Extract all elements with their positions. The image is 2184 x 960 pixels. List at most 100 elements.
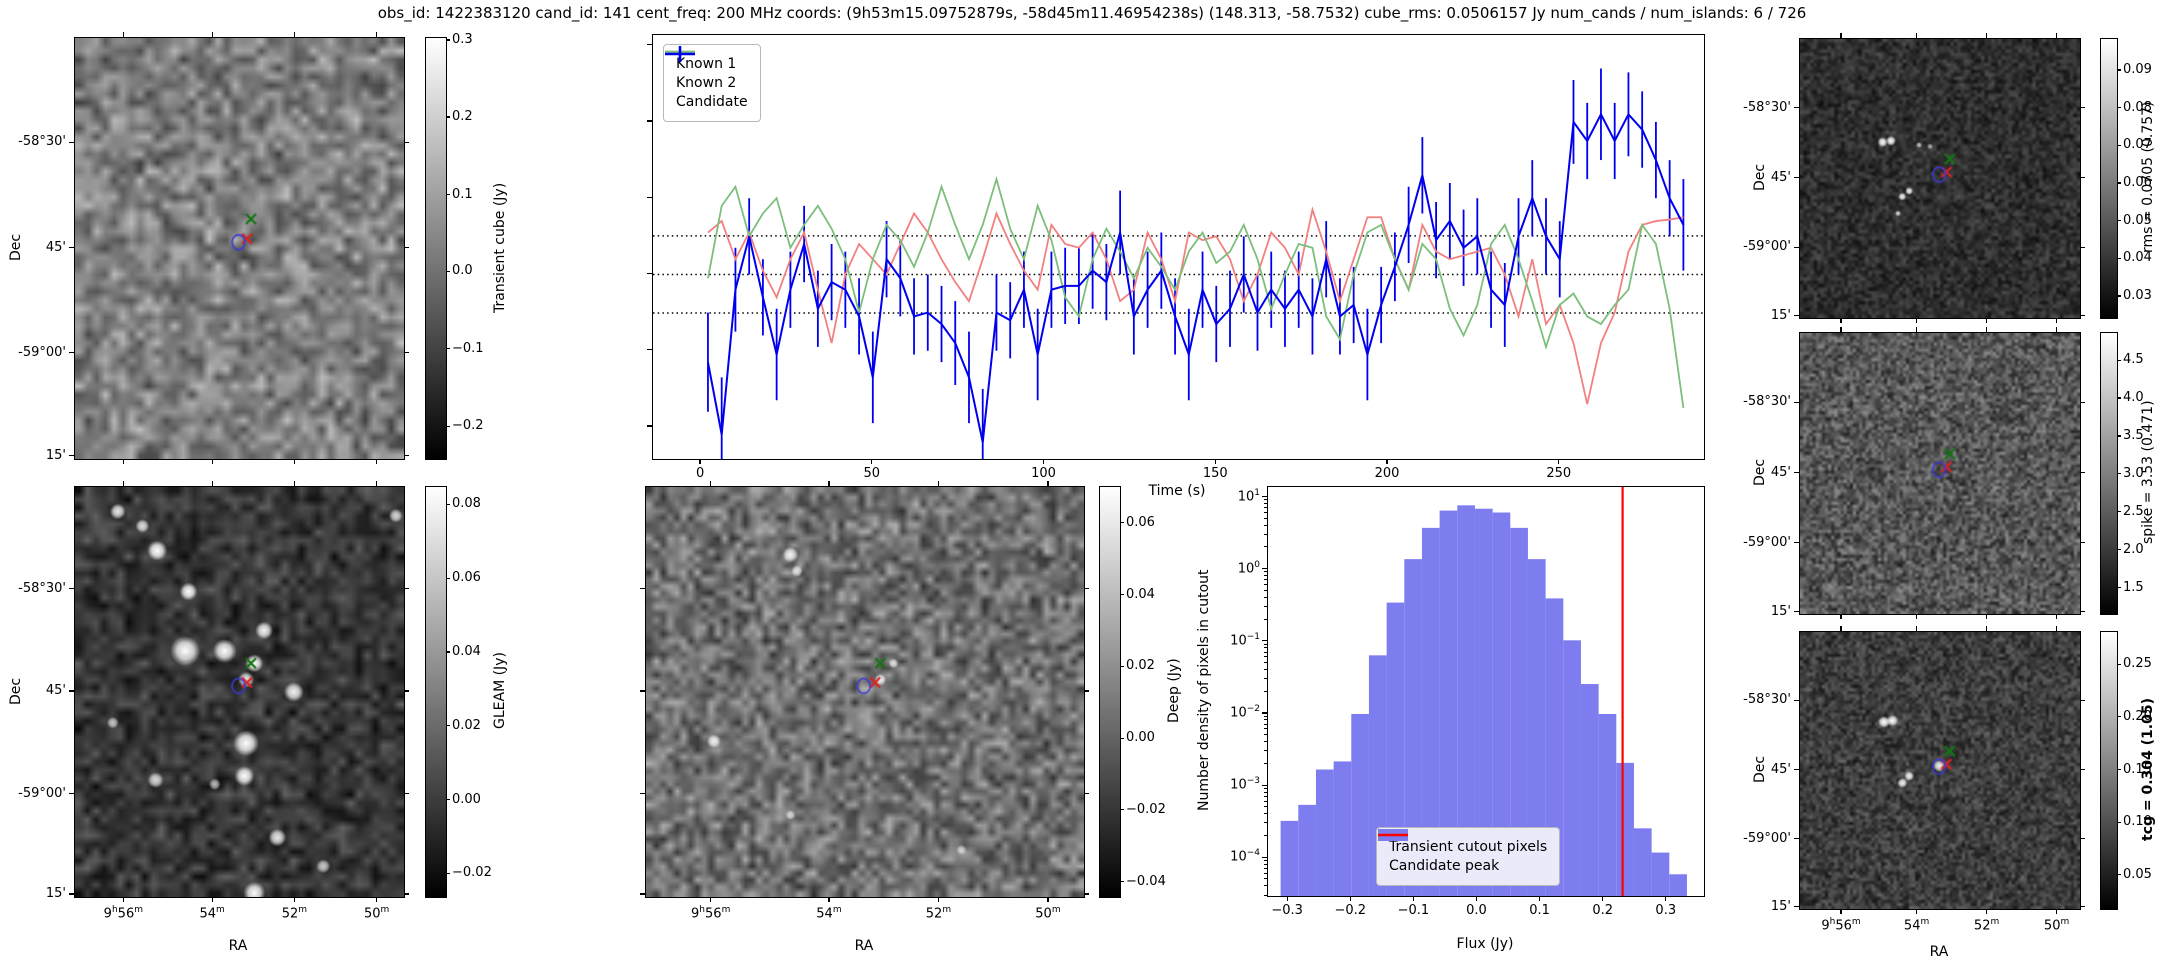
axis-minor-tick [1264, 750, 1267, 752]
colorbar-tick [2117, 768, 2121, 771]
colorbar-tick-label: 0.06 [452, 570, 481, 586]
axis-tick [2080, 107, 2085, 109]
axis-tick [1794, 315, 1799, 317]
candidate-peak-line-icon [1378, 833, 1408, 837]
panel-lightcurve: Known 1 Known 2 Candidate [652, 34, 1705, 460]
colorbar-tick-label: 0.09 [2123, 62, 2152, 78]
colorbar-tick [446, 577, 450, 579]
axis-minor-tick [1264, 885, 1267, 887]
axis-tick [293, 32, 296, 37]
time-tick-label: 250 [1546, 466, 1572, 481]
axis-tick [69, 587, 74, 590]
colorbar-tick [446, 725, 450, 727]
colorbar-tick [1120, 881, 1124, 883]
colorbar-tick [1120, 809, 1124, 811]
flux-tick-label: −0.2 [1334, 903, 1367, 918]
flux-tick-label: 0.2 [1592, 903, 1614, 918]
axis-tick [1794, 699, 1799, 701]
axis-tick [1916, 626, 1918, 631]
colorbar-tick-label: −0.02 [1126, 801, 1166, 817]
density-tick-label: 10−3 [1230, 776, 1260, 793]
colorbar-tick-label: 3.0 [2123, 465, 2144, 481]
dec-tick-label: -58°30' [1743, 692, 1791, 708]
flux-tick-label: −0.1 [1397, 903, 1430, 918]
axis-tick [376, 459, 378, 464]
axis-tick [1916, 318, 1918, 323]
colorbar-tick-label: 0.03 [2123, 288, 2152, 304]
colorbar-tick [2117, 257, 2121, 259]
axis-tick [1084, 893, 1089, 895]
axis-minor-tick [1264, 524, 1267, 526]
axis-tick [2056, 318, 2058, 323]
axis-tick [1916, 33, 1918, 38]
axis-tick [2080, 542, 2085, 544]
axis-tick [376, 897, 378, 902]
axis-tick [1084, 587, 1089, 590]
axis-tick [1986, 318, 1988, 323]
colorbar-tick [1120, 665, 1124, 667]
dec-tick-label: 45' [1770, 464, 1791, 480]
colorbar-tick-label: 0.04 [1126, 586, 1155, 602]
colorbar-tick [446, 194, 450, 196]
axis-tick [1042, 459, 1045, 464]
axis-tick [1794, 471, 1799, 474]
axis-tick [376, 32, 378, 37]
axis-tick [1558, 459, 1560, 464]
axis-tick [1214, 459, 1216, 464]
ra-tick-label: 50m [1035, 905, 1061, 922]
dec-tick-label: -58°30' [18, 134, 66, 150]
dec-tick-label: 45' [1770, 761, 1791, 777]
colorbar-tick [2117, 182, 2121, 184]
axis-tick [2056, 327, 2058, 332]
axis-minor-tick [1264, 618, 1267, 620]
axis-tick [69, 792, 74, 795]
ra-tick-label: 54m [1903, 917, 1930, 934]
lightcurve-plot [653, 68, 1704, 459]
axis-minor-tick [1264, 734, 1267, 736]
axis-tick [1262, 712, 1267, 714]
axis-tick [1794, 838, 1799, 840]
axis-tick [2080, 401, 2085, 403]
colorbar-tick [2117, 473, 2121, 475]
axis-tick [1916, 614, 1918, 619]
colorbar-tick-label: 0.06 [2123, 175, 2152, 191]
colorbar-tick [2117, 220, 2121, 222]
colorbar-tick [446, 425, 450, 427]
colorbar-tick-label: 0.10 [2123, 814, 2152, 830]
colorbar-tick-label: 2.0 [2123, 541, 2144, 557]
colorbar-tick [2117, 397, 2121, 399]
axis-tick [640, 587, 645, 590]
axis-tick [404, 352, 409, 354]
axis-tick [69, 893, 74, 895]
colorbar-tick-label: 0.3 [452, 31, 473, 47]
axis-tick [1794, 768, 1799, 771]
colorbar-tick-label: 4.0 [2123, 390, 2144, 406]
axis-minor-tick [1264, 719, 1267, 721]
ra-axis-label: RA [1929, 944, 1949, 960]
axis-minor-tick [1264, 787, 1267, 789]
colorbar-tick-label: 0.02 [452, 717, 481, 733]
axis-tick [2056, 33, 2058, 38]
axis-minor-tick [1264, 575, 1267, 577]
axis-tick [404, 893, 409, 895]
axis-tick [1986, 614, 1988, 619]
colorbar-tick [2117, 107, 2121, 109]
flux-axis-label: Flux (Jy) [1456, 936, 1514, 952]
ra-tick-label: 52m [1973, 917, 2000, 934]
axis-minor-tick [1264, 546, 1267, 548]
colorbar-tick-label: 0.08 [2123, 99, 2152, 115]
legend-label: Candidate [676, 94, 748, 110]
axis-tick [404, 141, 409, 143]
colorbar-tick-label: 0.00 [1126, 730, 1155, 746]
colorbar-tick [446, 872, 450, 875]
panel-gleam [74, 486, 405, 898]
axis-minor-tick [1264, 579, 1267, 581]
colorbar-deep [1099, 486, 1121, 898]
axis-tick [1262, 856, 1267, 858]
deep-image [646, 487, 1084, 897]
axis-minor-tick [1264, 584, 1267, 586]
ra-axis-label: RA [854, 938, 874, 954]
colorbar-tick [446, 503, 450, 506]
colorbar-tick [2117, 511, 2121, 513]
